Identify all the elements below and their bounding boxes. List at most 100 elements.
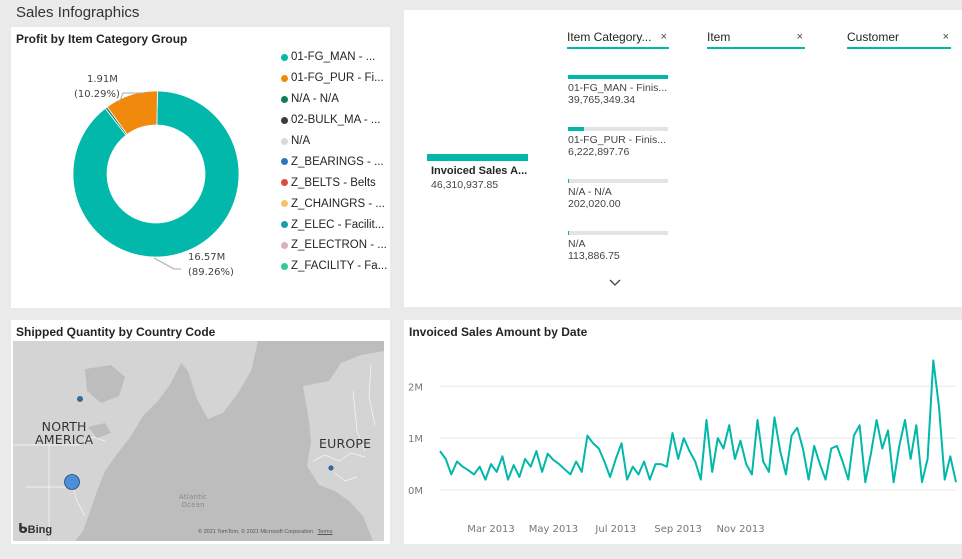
legend-item[interactable]: Z_BELTS - Belts xyxy=(281,172,390,193)
legend-label: Z_ELEC - Facilit... xyxy=(291,218,385,231)
donut-slice[interactable] xyxy=(72,90,240,258)
map-bubble-canada[interactable] xyxy=(77,396,83,402)
slicer-bar-fill xyxy=(568,127,584,131)
legend-dot-icon xyxy=(281,53,288,61)
y-tick-label: 1M xyxy=(408,434,423,445)
legend-dot-icon xyxy=(281,116,288,124)
slicer-item-name: 01-FG_MAN - Finis... xyxy=(568,82,668,94)
legend-item[interactable]: Z_ELEC - Facilit... xyxy=(281,214,390,235)
legend-label: N/A xyxy=(291,135,311,147)
legend-dot-icon xyxy=(281,179,288,187)
legend-label: 02-BULK_MA - ... xyxy=(291,114,381,127)
slicers-tile: Invoiced Sales A... 46,310,937.85 Item C… xyxy=(404,10,962,307)
legend-dot-icon xyxy=(281,221,288,229)
slicer-bar-track xyxy=(568,231,668,235)
slicer-item-category[interactable]: Item Category... × xyxy=(567,30,669,49)
donut-tile[interactable]: Profit by Item Category Group 1.91M (10.… xyxy=(11,27,390,308)
bing-logo: ᑲBing xyxy=(18,521,53,536)
y-tick-label: 0M xyxy=(408,486,423,497)
map-copyright-text: © 2021 TomTom, © 2021 Microsoft Corporat… xyxy=(198,529,314,535)
slicer-bar-fill xyxy=(568,231,569,235)
hudson-bay xyxy=(85,365,125,403)
slicer-item-value: 113,886.75 xyxy=(568,250,620,262)
legend-dot-icon xyxy=(281,200,288,208)
map-bubble-usa[interactable] xyxy=(64,474,80,490)
slicer-item-label: Item xyxy=(707,30,731,44)
legend-label: 01-FG_PUR - Fi... xyxy=(291,72,384,85)
slicer-item-value: 202,020.00 xyxy=(568,198,621,210)
donut-label-large-pct: (89.26%) xyxy=(188,267,234,278)
donut-label-small-value: 1.91M xyxy=(87,74,118,85)
legend-item[interactable]: Z_CHAINGRS - ... xyxy=(281,193,390,214)
donut-label-large-value: 16.57M xyxy=(188,252,225,263)
donut-leader-large xyxy=(153,257,181,270)
slicer-bar-track xyxy=(568,75,668,79)
donut-chart[interactable]: 1.91M (10.29%) 16.57M (89.26%) xyxy=(11,37,271,307)
kpi-label: Invoiced Sales A... xyxy=(431,165,528,177)
map-copyright: © 2021 TomTom, © 2021 Microsoft Corporat… xyxy=(198,529,333,535)
slicer-item-name: N/A xyxy=(568,238,586,250)
slicer-item-value: 6,222,897.76 xyxy=(568,146,630,158)
page-title: Sales Infographics xyxy=(16,4,140,21)
legend-label: N/A - N/A xyxy=(291,93,339,106)
legend-item[interactable]: Z_FACILITY - Fa... xyxy=(281,256,390,277)
legend-label: Z_ELECTRON - ... xyxy=(291,239,387,252)
line-chart[interactable]: 0M 1M 2M Mar 2013 May 2013 Jul 2013 Sep 2013 No… xyxy=(404,320,962,544)
series-line[interactable] xyxy=(439,359,957,484)
legend-dot-icon xyxy=(281,158,288,166)
map-canvas[interactable]: NORTH AMERICA EUROPE Atlantic Ocean ᑲBin… xyxy=(13,341,384,541)
legend-item[interactable]: Z_BEARINGS - ... xyxy=(281,151,390,172)
slicer-list-item[interactable]: 01-FG_PUR - Finis... 6,222,897.76 xyxy=(568,127,676,158)
slicer-list-item[interactable]: 01-FG_MAN - Finis... 39,765,349.34 xyxy=(568,75,676,106)
slicer-list-item[interactable]: N/A 113,886.75 xyxy=(568,231,676,262)
map-label-north-america: NORTH AMERICA xyxy=(35,419,94,447)
slicer-item-name: 01-FG_PUR - Finis... xyxy=(568,134,667,146)
line-chart-title: Invoiced Sales Amount by Date xyxy=(409,325,588,339)
slicer-customer[interactable]: Customer × xyxy=(847,30,951,49)
x-tick-label: Sep 2013 xyxy=(654,524,701,535)
legend-item[interactable]: 01-FG_PUR - Fi... xyxy=(281,68,390,89)
legend-item[interactable]: N/A xyxy=(281,131,390,152)
slicer-item-value: 39,765,349.34 xyxy=(568,94,636,106)
line-chart-tile[interactable]: Invoiced Sales Amount by Date 0M 1M 2M Mar … xyxy=(404,320,962,544)
legend-dot-icon xyxy=(281,95,288,103)
greenland-land xyxy=(163,341,258,419)
legend-item[interactable]: Z_ELECTRON - ... xyxy=(281,235,390,256)
slicer-bar-track xyxy=(568,179,668,183)
kpi-value: 46,310,937.85 xyxy=(431,179,499,191)
legend-dot-icon xyxy=(281,74,288,82)
legend-item[interactable]: 01-FG_MAN - ... xyxy=(281,47,390,68)
donut-legend: 01-FG_MAN - ... 01-FG_PUR - Fi... N/A - N/… xyxy=(281,47,390,277)
slicer-customer-label: Customer xyxy=(847,30,900,44)
slicer-bar-track xyxy=(568,127,668,131)
close-icon[interactable]: × xyxy=(796,31,803,43)
map-terms-link[interactable]: Terms xyxy=(317,529,333,535)
legend-label: Z_FACILITY - Fa... xyxy=(291,260,388,273)
slicer-item[interactable]: Item × xyxy=(707,30,805,49)
map-tile[interactable]: Shipped Quantity by Country Code NORTH A… xyxy=(11,320,390,544)
donut-title: Profit by Item Category Group xyxy=(16,32,188,46)
great-lakes xyxy=(88,423,111,438)
close-icon[interactable]: × xyxy=(942,31,949,43)
legend-label: Z_BELTS - Belts xyxy=(291,176,376,189)
slicer-item-category-label: Item Category... xyxy=(567,30,652,44)
legend-item[interactable]: N/A - N/A xyxy=(281,89,390,110)
legend-label: Z_BEARINGS - ... xyxy=(291,155,384,168)
slicer-list-item[interactable]: N/A - N/A 202,020.00 xyxy=(568,179,676,210)
map-bubble-europe[interactable] xyxy=(328,465,334,471)
map-title: Shipped Quantity by Country Code xyxy=(16,325,216,339)
donut-leader-small xyxy=(118,92,144,104)
chevron-down-icon[interactable] xyxy=(608,275,622,289)
legend-dot-icon xyxy=(281,241,288,249)
x-tick-label: May 2013 xyxy=(529,524,578,535)
north-america-land xyxy=(13,341,183,541)
europe-land xyxy=(303,351,384,541)
legend-dot-icon xyxy=(281,262,288,270)
bing-label: Bing xyxy=(27,524,53,536)
x-tick-label: Mar 2013 xyxy=(467,524,515,535)
legend-item[interactable]: 02-BULK_MA - ... xyxy=(281,110,390,131)
x-tick-label: Jul 2013 xyxy=(594,524,636,535)
slicer-bar-fill xyxy=(568,179,569,183)
legend-label: 01-FG_MAN - ... xyxy=(291,51,376,64)
close-icon[interactable]: × xyxy=(660,31,667,43)
